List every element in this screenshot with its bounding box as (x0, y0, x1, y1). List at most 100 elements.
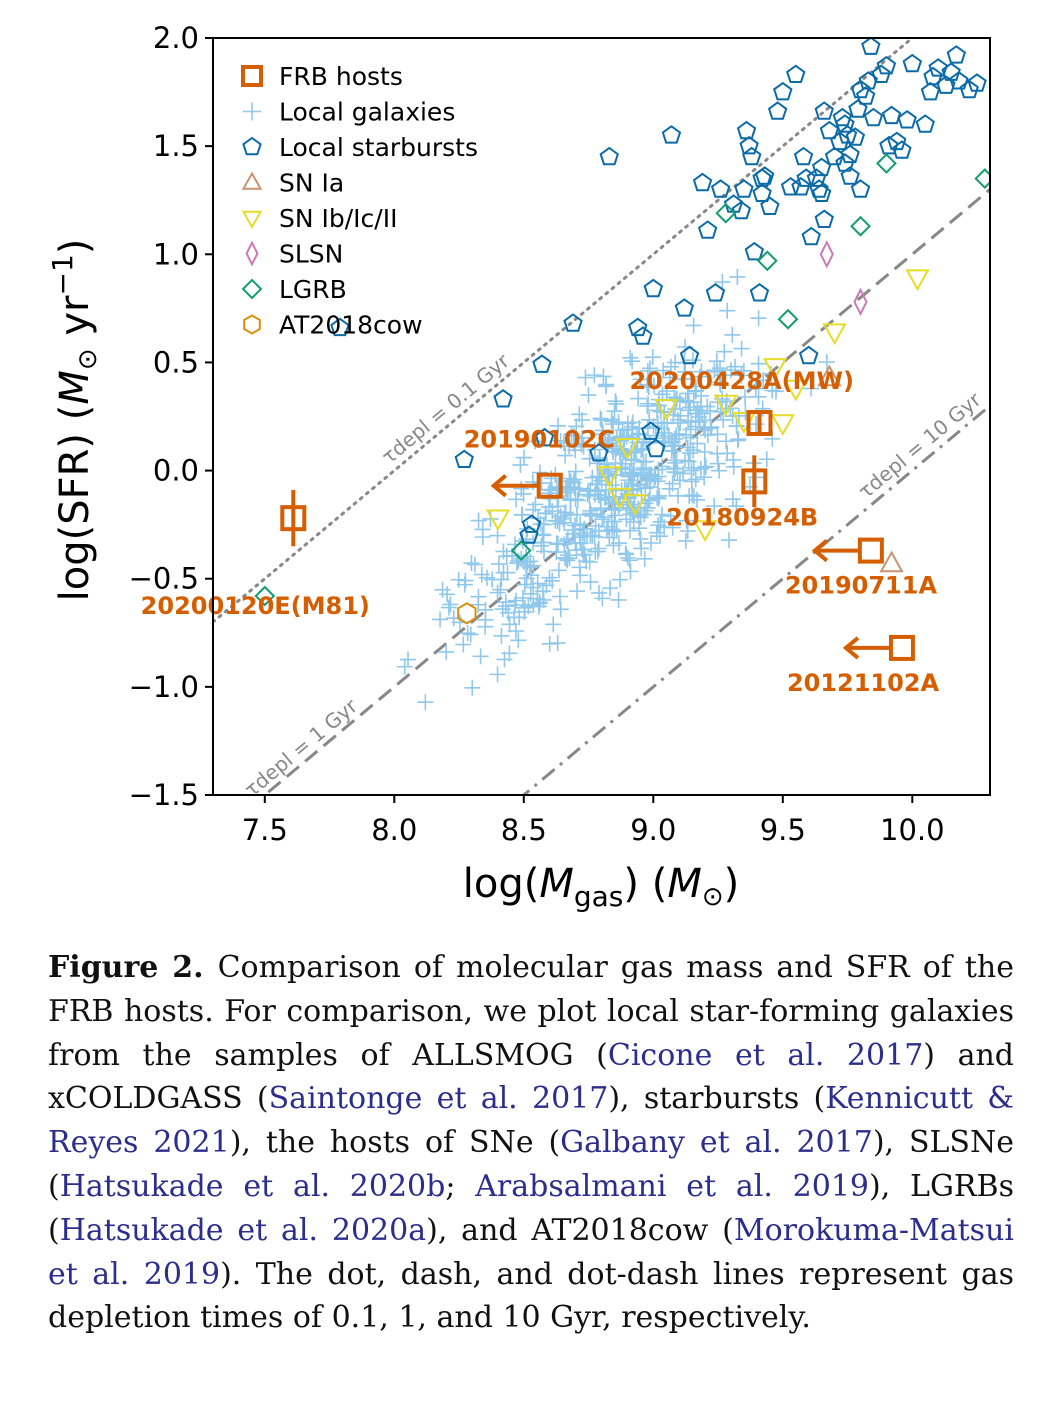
frb-host-label: 20190711A (785, 572, 938, 600)
local-galaxy-point (594, 590, 611, 607)
local-galaxy-point (525, 501, 542, 518)
local-galaxy-point (677, 392, 694, 409)
local-galaxy-point (593, 411, 610, 428)
local-galaxy-point (521, 559, 538, 576)
local-galaxy-point (678, 512, 695, 529)
local-galaxy-point (671, 472, 688, 489)
local-galaxy-point (567, 535, 584, 552)
local-galaxy-point (551, 515, 568, 532)
local-galaxy-point (639, 376, 656, 393)
starburst-point (897, 109, 917, 129)
citation-link[interactable]: Hatsukade et al. 2020a (59, 1212, 427, 1248)
local-galaxy-point (622, 563, 639, 580)
starburst-point (786, 64, 806, 83)
lgrb-point (254, 585, 276, 607)
local-galaxy-point (636, 550, 653, 567)
local-galaxy-point (661, 369, 678, 386)
local-galaxy-point (685, 442, 702, 459)
local-galaxy-point (728, 418, 745, 435)
frb-host-label: 20200120E(M81) (141, 592, 370, 620)
local-galaxy-point (516, 576, 533, 593)
local-galaxy-point (482, 510, 499, 527)
legend-entry: AT2018cow (243, 311, 423, 340)
frb-host-marker (741, 455, 768, 508)
starburst-point (330, 317, 350, 337)
local-galaxy-point (607, 393, 624, 410)
local-galaxy-point (692, 460, 709, 477)
lgrb-point (974, 168, 990, 190)
local-galaxy-point (570, 481, 587, 498)
local-galaxy-point (650, 517, 667, 534)
starburst-point (845, 127, 866, 146)
citation-link[interactable]: Cicone et al. 2017 (607, 1037, 924, 1073)
local-galaxy-point (494, 601, 511, 618)
legend-label: AT2018cow (279, 311, 423, 340)
local-galaxy-point (668, 452, 685, 469)
local-galaxy-point (396, 658, 413, 675)
local-galaxy-point (716, 343, 733, 360)
local-galaxy-point (687, 471, 704, 488)
x-tick-label: 10.0 (880, 813, 945, 847)
local-galaxy-point (417, 694, 434, 711)
local-galaxy-point (694, 405, 711, 422)
local-galaxy-point (603, 413, 620, 430)
local-galaxy-point (586, 528, 603, 545)
local-galaxy-point (727, 358, 744, 375)
frb-host-label: 20180924B (666, 503, 818, 531)
caption-text: ; (445, 1168, 476, 1204)
legend-entry: SN Ib/Ic/II (241, 204, 397, 233)
local-galaxy-point (606, 513, 623, 530)
frb-host-marker (490, 472, 563, 499)
local-galaxy-point (450, 571, 467, 588)
local-galaxy-point (695, 419, 712, 436)
local-galaxy-point (608, 429, 625, 446)
local-galaxy-point (590, 486, 607, 503)
local-galaxy-point (434, 581, 451, 598)
starburst-point (967, 73, 987, 92)
citation-link[interactable]: Morokuma-Matsui et al. 2019 (48, 1212, 1014, 1292)
local-galaxy-point (635, 453, 652, 470)
local-galaxy-point (679, 523, 696, 540)
local-galaxy-point (654, 458, 671, 475)
local-galaxy-point (589, 455, 606, 472)
starburst-point (493, 388, 513, 408)
local-galaxy-point (608, 395, 625, 412)
lgrb-point (777, 308, 799, 330)
citation-link[interactable]: Hatsukade et al. 2020b (59, 1168, 446, 1204)
citation-link[interactable]: Arabsalmani et al. 2019 (475, 1168, 870, 1204)
citation-link[interactable]: Galbany et al. 2017 (560, 1125, 873, 1161)
starburst-point (863, 107, 884, 127)
local-galaxy-point (576, 520, 593, 537)
local-galaxy-point (566, 471, 583, 488)
local-galaxy-point (661, 480, 678, 497)
local-galaxy-point (399, 651, 416, 668)
local-galaxy-point (714, 274, 731, 291)
local-galaxy-point (576, 546, 593, 563)
starburst-point (692, 172, 713, 192)
local-galaxy-point (573, 436, 590, 453)
local-galaxy-point (697, 422, 714, 439)
local-galaxy-point (508, 592, 525, 609)
y-tick-label: −1.0 (129, 670, 199, 704)
legend-label: Local galaxies (279, 98, 455, 127)
starburst-point (855, 86, 876, 105)
starburst-point (736, 120, 757, 140)
local-galaxy-point (596, 509, 613, 526)
sn-ia-point (879, 550, 904, 573)
local-galaxy-point (768, 383, 785, 400)
local-galaxy-point (489, 584, 506, 601)
at2018cow-point (457, 602, 477, 625)
local-galaxy-point (580, 483, 597, 500)
lgrb-point (510, 540, 532, 562)
starburst-point (861, 38, 881, 55)
citation-link[interactable]: Kennicutt & Reyes 2021 (48, 1081, 1014, 1161)
local-galaxy-point (623, 418, 640, 435)
citation-link[interactable]: Saintonge et al. 2017 (268, 1081, 609, 1117)
local-galaxy-point (470, 596, 487, 613)
depletion-line-0.1-gyr (213, 38, 915, 624)
x-tick-label: 7.5 (242, 813, 288, 847)
local-galaxy-point (527, 433, 544, 450)
local-galaxy-point (653, 506, 670, 523)
starburst-point (920, 81, 941, 101)
starburst-point (633, 326, 653, 345)
